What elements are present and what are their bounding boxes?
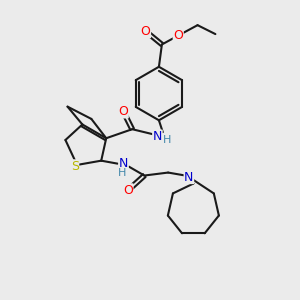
- Text: O: O: [123, 184, 133, 197]
- Text: N: N: [119, 157, 128, 170]
- Text: O: O: [173, 29, 183, 42]
- Text: H: H: [163, 135, 171, 145]
- Text: S: S: [71, 160, 79, 173]
- Text: O: O: [141, 25, 151, 38]
- Text: H: H: [118, 168, 126, 178]
- Text: N: N: [153, 130, 162, 143]
- Text: N: N: [184, 170, 194, 184]
- Text: O: O: [118, 105, 128, 118]
